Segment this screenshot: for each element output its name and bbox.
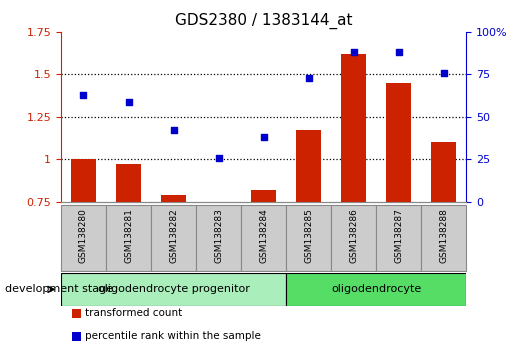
Bar — [286, 273, 466, 306]
Point — [214, 155, 223, 160]
Text: percentile rank within the sample: percentile rank within the sample — [85, 331, 261, 341]
Point — [259, 135, 268, 140]
Point — [124, 99, 132, 104]
Text: GSM138283: GSM138283 — [214, 209, 223, 263]
Bar — [151, 205, 196, 271]
Text: GSM138288: GSM138288 — [439, 209, 448, 263]
Text: GSM138286: GSM138286 — [349, 209, 358, 263]
Text: transformed count: transformed count — [85, 308, 182, 318]
Bar — [331, 205, 376, 271]
Bar — [341, 54, 366, 202]
Point — [169, 127, 178, 133]
Bar — [196, 205, 241, 271]
Bar — [286, 205, 331, 271]
Bar — [71, 159, 96, 202]
Bar — [61, 205, 106, 271]
Text: GSM138282: GSM138282 — [169, 209, 178, 263]
Text: development stage: development stage — [5, 284, 113, 295]
Bar — [61, 273, 286, 306]
Text: GSM138280: GSM138280 — [79, 209, 88, 263]
Bar — [431, 142, 456, 202]
Text: GSM138284: GSM138284 — [259, 209, 268, 263]
Text: GSM138281: GSM138281 — [124, 209, 133, 263]
Point — [394, 50, 403, 55]
Bar — [161, 195, 186, 202]
Bar — [116, 164, 141, 202]
Bar — [106, 205, 151, 271]
Text: oligodendrocyte: oligodendrocyte — [331, 284, 421, 295]
Bar — [251, 190, 276, 202]
Title: GDS2380 / 1383144_at: GDS2380 / 1383144_at — [175, 13, 352, 29]
Bar — [296, 130, 321, 202]
Point — [304, 75, 313, 81]
Text: GSM138287: GSM138287 — [394, 209, 403, 263]
Point — [350, 50, 358, 55]
Point — [440, 70, 448, 75]
Bar — [376, 205, 421, 271]
Bar — [241, 205, 286, 271]
Bar — [386, 83, 411, 202]
Point — [80, 92, 88, 98]
Bar — [421, 205, 466, 271]
Text: GSM138285: GSM138285 — [304, 209, 313, 263]
Text: oligodendrocyte progenitor: oligodendrocyte progenitor — [98, 284, 250, 295]
